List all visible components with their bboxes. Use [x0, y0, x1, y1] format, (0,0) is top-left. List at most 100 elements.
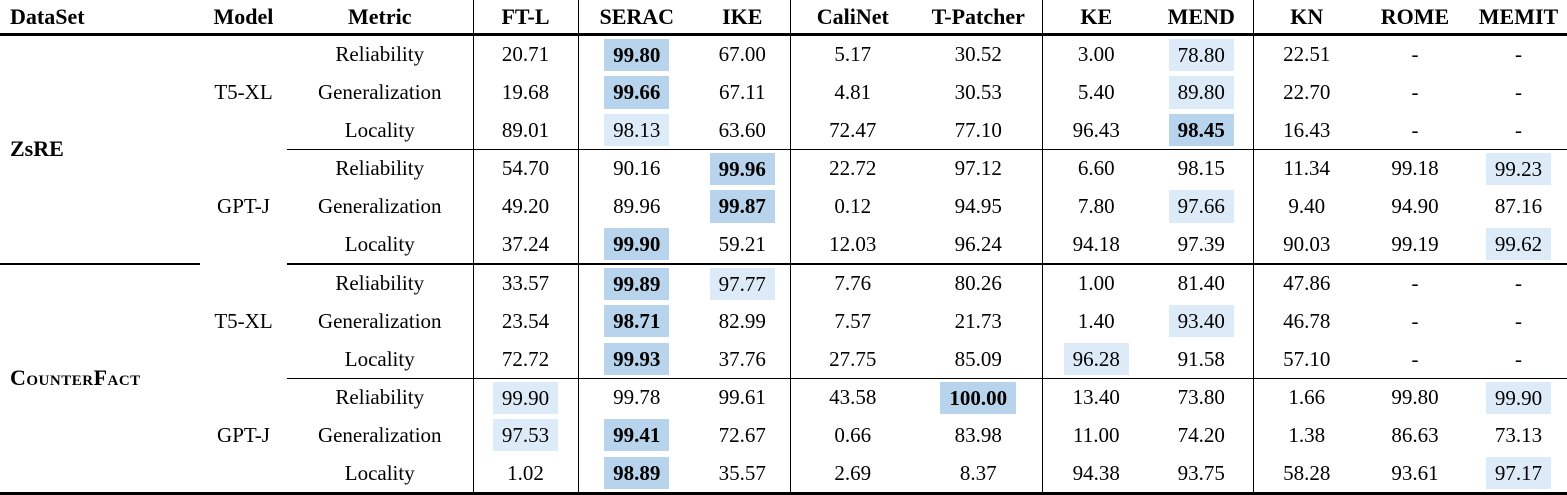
value-cell-ike: 35.57 [695, 454, 791, 494]
value-cell-calinet: 7.76 [834, 271, 872, 296]
value-cell-kn: 57.10 [1253, 340, 1360, 379]
value-cell-ke: 6.60 [1077, 156, 1115, 181]
value-cell-t-patcher: 97.12 [915, 149, 1043, 188]
metric-label: Reliability [287, 34, 474, 74]
table-row: Locality 37.24 99.90 59.21 12.03 96.24 94.18 97… [0, 225, 1567, 265]
highlighted-value: 99.90 [492, 381, 559, 414]
value-cell-mend: 81.40 [1150, 263, 1254, 303]
column-header-serac: SERAC [578, 0, 695, 36]
value-cell-calinet: 5.17 [834, 42, 872, 67]
value-cell-rome: - [1360, 340, 1470, 379]
value-cell-kn: 90.03 [1253, 225, 1360, 265]
column-header-metric: Metric [287, 0, 474, 36]
value-cell-t-patcher: 96.24 [915, 225, 1043, 265]
value-cell-ike: 99.87 [695, 187, 791, 226]
value-cell-rome: - [1411, 271, 1419, 296]
value-cell-serac: 90.16 [613, 156, 661, 181]
value-cell-ke: 13.40 [1072, 385, 1120, 410]
value-cell-kn: 46.78 [1283, 308, 1331, 333]
highlighted-value: 98.71 [604, 305, 670, 338]
value-cell-mend: 91.58 [1150, 340, 1254, 379]
metric-label: Reliability [287, 263, 474, 303]
value-cell-ke: 96.43 [1042, 111, 1150, 150]
value-cell-memit: - [1515, 42, 1522, 67]
value-cell-calinet: 7.57 [834, 308, 872, 333]
value-cell-rome: - [1360, 111, 1470, 150]
value-cell-serac: 98.89 [578, 454, 695, 493]
value-cell-t-patcher: 80.26 [915, 263, 1043, 303]
value-cell-ft-l: 20.71 [473, 34, 579, 74]
value-cell-memit: - [1515, 271, 1522, 296]
value-cell-kn: 22.51 [1283, 42, 1331, 67]
value-cell-calinet: 0.12 [834, 193, 872, 218]
value-cell-ke: 11.00 [1073, 422, 1120, 447]
table-body: ZsRE T5-XL Reliability 20.71 99.80 67.00 5.17 3… [0, 34, 1567, 494]
value-cell-ke: 1.00 [1077, 271, 1115, 296]
metric-label: Generalization [287, 187, 474, 226]
value-cell-ft-l: 33.57 [473, 263, 579, 303]
table-row: Generalization 23.54 98.71 82.99 7.57 21.73 1.… [0, 302, 1567, 341]
highlighted-value: 99.93 [604, 342, 670, 376]
highlighted-value: 99.23 [1485, 152, 1552, 185]
value-cell-ke: 94.18 [1042, 225, 1150, 265]
column-header-model: Model [200, 0, 287, 36]
value-cell-memit: 87.16 [1494, 193, 1543, 218]
value-cell-ike: 59.21 [695, 225, 791, 265]
column-header-rome: ROME [1360, 0, 1470, 36]
value-cell-mend: 98.45 [1150, 111, 1254, 150]
highlighted-value: 97.66 [1168, 190, 1234, 223]
table-row: CounterFact T5-XL Reliability 33.57 99.89 97.… [0, 263, 1567, 390]
highlighted-value: 99.87 [709, 190, 775, 223]
column-header-t-patcher: T-Patcher [915, 0, 1043, 36]
value-cell-rome: 94.90 [1391, 193, 1439, 218]
highlighted-value: 98.45 [1168, 114, 1234, 147]
highlighted-value: 99.89 [604, 267, 670, 300]
value-cell-ke: 96.28 [1042, 340, 1150, 379]
value-cell-mend: 93.40 [1150, 302, 1254, 341]
highlighted-value: 100.00 [940, 381, 1017, 414]
value-cell-serac: 89.96 [613, 193, 661, 218]
value-cell-memit: 99.62 [1470, 225, 1567, 265]
value-cell-serac: 98.13 [578, 111, 695, 150]
table-row: Generalization 19.68 99.66 67.11 4.81 30.53 5.… [0, 73, 1567, 112]
table-row: ZsRE T5-XL Reliability 20.71 99.80 67.00 5.17 3… [0, 34, 1567, 265]
value-cell-calinet: 2.69 [834, 460, 872, 485]
value-cell-ike: 99.61 [695, 378, 791, 417]
value-cell-memit: 73.13 [1494, 422, 1543, 447]
value-cell-ft-l: 97.53 [473, 416, 579, 455]
column-header-memit: MEMIT [1470, 0, 1567, 36]
value-cell-ke: 94.38 [1072, 460, 1120, 485]
value-cell-mend: 97.39 [1150, 225, 1254, 265]
highlighted-value: 99.41 [604, 419, 670, 452]
value-cell-mend: 98.15 [1150, 149, 1254, 188]
value-cell-t-patcher: 30.52 [915, 34, 1043, 74]
value-cell-kn: 16.43 [1253, 111, 1360, 150]
value-cell-memit: - [1515, 308, 1522, 333]
value-cell-mend: 78.80 [1150, 34, 1254, 74]
value-cell-calinet: 43.58 [829, 385, 877, 410]
value-cell-rome: 99.80 [1391, 385, 1439, 410]
value-cell-t-patcher: 8.37 [915, 454, 1043, 494]
value-cell-memit: 97.17 [1470, 454, 1567, 493]
highlighted-value: 98.13 [604, 114, 670, 147]
value-cell-memit: 99.90 [1470, 378, 1567, 416]
dataset-label: ZsRE [0, 34, 200, 265]
dataset-name-text: CounterFact [10, 365, 141, 391]
highlighted-value: 99.80 [604, 38, 670, 71]
value-cell-memit: - [1515, 80, 1522, 105]
value-cell-serac: 99.93 [578, 340, 695, 379]
value-cell-calinet: 22.72 [829, 156, 877, 181]
value-cell-ft-l: 72.72 [473, 340, 579, 379]
model-label: GPT-J [217, 422, 270, 447]
value-cell-serac: 99.89 [578, 264, 695, 303]
highlighted-value: 99.90 [1485, 381, 1552, 414]
value-cell-mend: 74.20 [1150, 416, 1254, 455]
value-cell-t-patcher: 85.09 [915, 340, 1043, 379]
metric-label: Locality [287, 454, 474, 494]
value-cell-calinet: 12.03 [790, 225, 915, 265]
value-cell-serac: 98.71 [578, 303, 695, 341]
value-cell-calinet: 4.81 [834, 80, 872, 105]
value-cell-ft-l: 37.24 [473, 225, 579, 265]
value-cell-mend: 97.66 [1150, 187, 1254, 226]
